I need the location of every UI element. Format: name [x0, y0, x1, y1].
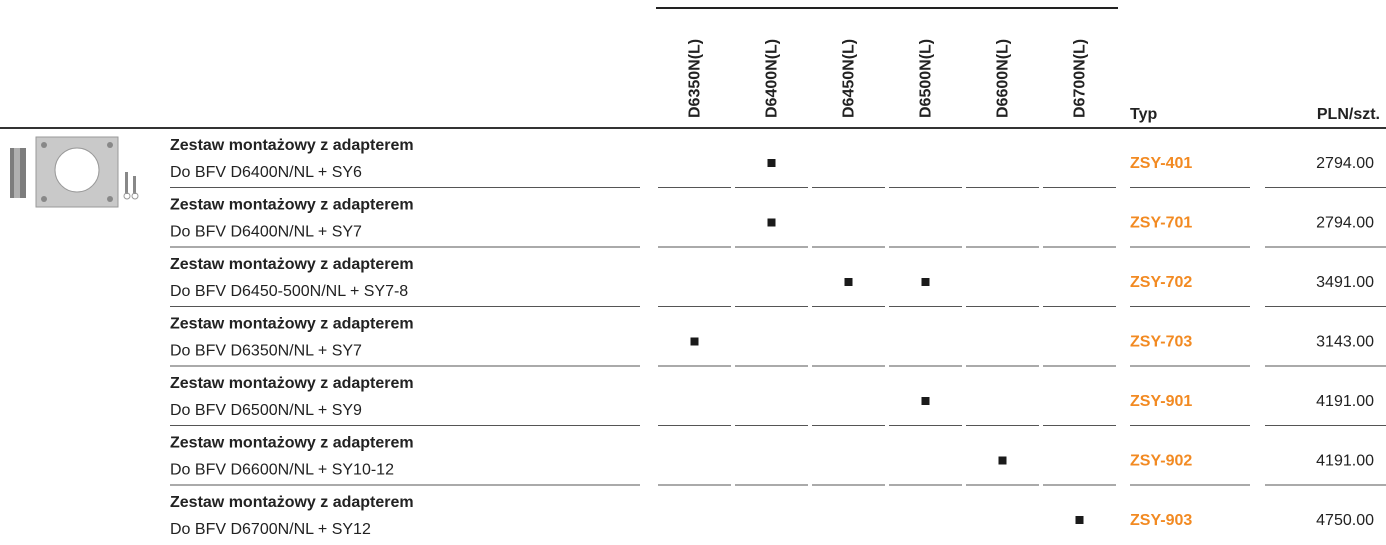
compat-mark [998, 456, 1007, 465]
compat-mark [767, 159, 776, 167]
price-header: PLN/szt. [1317, 106, 1380, 123]
row-title: Zestaw montażowy z adapterem [170, 316, 414, 333]
row-title: Zestaw montażowy z adapterem [170, 256, 414, 273]
column-header: D6400N(L) [764, 39, 781, 118]
price: 4191.00 [1316, 453, 1374, 470]
type-header: Typ [1130, 106, 1157, 123]
price: 2794.00 [1316, 155, 1374, 172]
row-subtitle: Do BFV D6600N/NL + SY10-12 [170, 462, 394, 479]
row-subtitle: Do BFV D6350N/NL + SY7 [170, 343, 362, 360]
column-header: D6700N(L) [1072, 39, 1089, 118]
row-title: Zestaw montażowy z adapterem [170, 197, 414, 214]
row-subtitle: Do BFV D6400N/NL + SY6 [170, 164, 362, 181]
row-subtitle: Do BFV D6700N/NL + SY12 [170, 521, 371, 538]
price: 4191.00 [1316, 393, 1374, 410]
type-code: ZSY-401 [1130, 155, 1192, 172]
price: 2794.00 [1316, 215, 1374, 232]
column-header: D6600N(L) [995, 39, 1012, 118]
type-code: ZSY-902 [1130, 453, 1192, 470]
type-code: ZSY-701 [1130, 215, 1192, 232]
price: 3491.00 [1316, 274, 1374, 291]
row-title: Zestaw montażowy z adapterem [170, 494, 414, 511]
type-code: ZSY-702 [1130, 274, 1192, 291]
compat-mark [767, 218, 776, 227]
type-code: ZSY-703 [1130, 334, 1192, 351]
compat-mark [690, 337, 699, 346]
product-image [10, 136, 139, 208]
type-code: ZSY-901 [1130, 393, 1192, 410]
type-code: ZSY-903 [1130, 512, 1192, 529]
row-title: Zestaw montażowy z adapterem [170, 375, 414, 392]
row-subtitle: Do BFV D6500N/NL + SY9 [170, 402, 362, 419]
price: 3143.00 [1316, 334, 1374, 351]
row-subtitle: Do BFV D6450-500N/NL + SY7-8 [170, 283, 408, 300]
compat-mark [844, 278, 853, 286]
price: 4750.00 [1316, 512, 1374, 529]
compat-mark [921, 278, 930, 286]
compat-mark [1075, 516, 1084, 524]
row-subtitle: Do BFV D6400N/NL + SY7 [170, 224, 362, 241]
column-header: D6500N(L) [918, 39, 935, 118]
compat-mark [921, 397, 930, 405]
column-header: D6350N(L) [687, 39, 704, 118]
column-header: D6450N(L) [841, 39, 858, 118]
row-title: Zestaw montażowy z adapterem [170, 435, 414, 452]
row-title: Zestaw montażowy z adapterem [170, 137, 414, 154]
